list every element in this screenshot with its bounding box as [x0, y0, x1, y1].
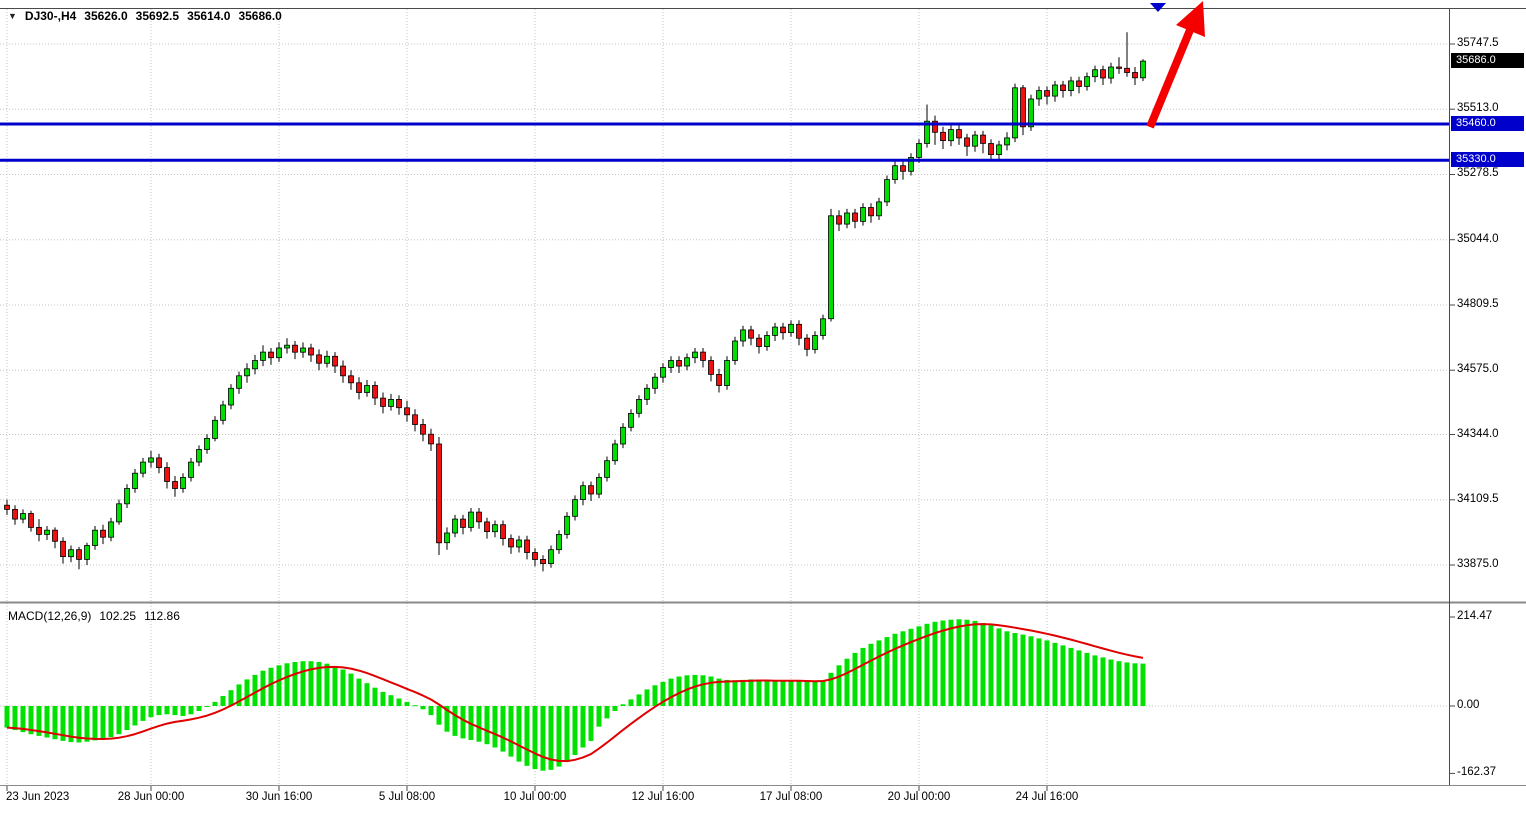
time-axis-label: 17 Jul 08:00	[759, 791, 823, 803]
macd-signal-value: 112.86	[144, 609, 180, 623]
open-value: 35626.0	[84, 9, 128, 23]
time-axis-label: 10 Jul 00:00	[503, 791, 567, 803]
low-value: 35614.0	[187, 9, 231, 23]
time-axis-label: 28 Jun 00:00	[117, 791, 185, 803]
price-tick-label: 35747.5	[1457, 37, 1499, 49]
time-axis-label: 24 Jul 16:00	[1015, 791, 1079, 803]
price-tick-label: 33875.0	[1457, 558, 1499, 570]
time-axis-label: 12 Jul 16:00	[631, 791, 695, 803]
close-value: 35686.0	[238, 9, 282, 23]
price-tick-label: 34344.0	[1457, 427, 1499, 440]
macd-tick-label: -162.37	[1457, 766, 1497, 779]
price-level-badge: 35330.0	[1451, 152, 1524, 168]
symbol-dropdown-icon: ▼	[8, 11, 17, 21]
macd-indicator-header: MACD(12,26,9) 102.25 112.86	[8, 609, 180, 623]
price-tick-label: 34809.5	[1457, 297, 1499, 310]
price-tick-label: 35044.0	[1457, 232, 1499, 245]
symbol-timeframe-label: DJ30-,H4	[24, 9, 77, 23]
macd-main-value: 102.25	[99, 609, 137, 623]
time-axis-label: 20 Jul 00:00	[887, 791, 951, 803]
object-anchor-icon	[1150, 3, 1166, 12]
price-tick-label: 35513.0	[1457, 102, 1499, 115]
price-tick-label: 34109.5	[1457, 492, 1499, 505]
price-level-badge: 35460.0	[1451, 115, 1524, 131]
time-axis-label: 30 Jun 16:00	[245, 791, 313, 803]
time-axis-label: 23 Jun 2023	[6, 791, 70, 803]
price-tick-label: 35278.5	[1457, 167, 1499, 180]
macd-tick-label: 0.00	[1457, 699, 1480, 711]
macd-tick-label: 214.47	[1457, 610, 1493, 622]
chart-ohlc-header: ▼ DJ30-,H4 35626.0 35692.5 35614.0 35686…	[8, 9, 282, 23]
time-axis-label: 5 Jul 08:00	[378, 791, 436, 803]
macd-name-label: MACD(12,26,9)	[8, 609, 92, 623]
high-value: 35692.5	[135, 9, 180, 23]
trend-arrow[interactable]	[1146, 1, 1205, 129]
current-price-badge: 35686.0	[1451, 53, 1524, 69]
price-tick-label: 34575.0	[1457, 363, 1499, 376]
